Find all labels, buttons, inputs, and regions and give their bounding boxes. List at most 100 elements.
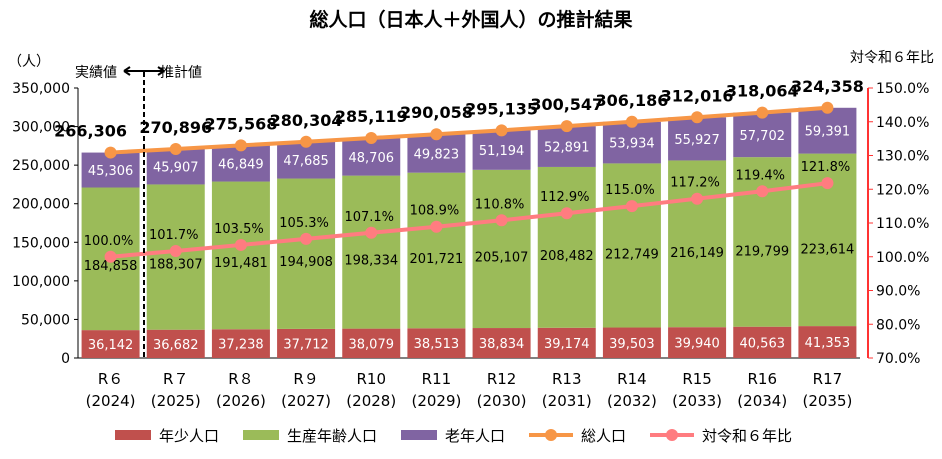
bar-segment-label: 55,927 xyxy=(674,133,720,148)
category-label: R８ xyxy=(228,370,253,388)
ratio-label: 103.5% xyxy=(214,222,264,237)
bar-segment-label: 39,503 xyxy=(609,337,655,352)
bar-segment-2 xyxy=(342,175,401,329)
bar-segment-2 xyxy=(602,163,661,328)
category-year: (2033) xyxy=(672,392,722,410)
y2-tick-label: 140.0% xyxy=(876,115,929,131)
bar-segment-label: 57,702 xyxy=(740,129,786,144)
y2-tick-label: 120.0% xyxy=(876,182,929,198)
total-label: 280,304 xyxy=(270,111,343,130)
total-point xyxy=(821,101,834,114)
y-tick-label: 50,000 xyxy=(21,312,70,328)
bar-segment-1 xyxy=(668,327,727,358)
chart-title: 総人口（日本人＋外国人）の推計結果 xyxy=(309,8,632,31)
bar-segment-1 xyxy=(81,330,140,358)
total-label: 270,896 xyxy=(139,118,212,137)
category-year: (2035) xyxy=(802,392,852,410)
ratio-label: 100.0% xyxy=(84,234,134,249)
bar-segment-3 xyxy=(537,126,596,167)
y2-tick-label: 100.0% xyxy=(876,250,929,266)
ratio-point xyxy=(234,238,247,251)
ratio-point xyxy=(300,232,313,245)
ratio-point xyxy=(560,207,573,220)
ratio-label: 108.9% xyxy=(410,204,460,219)
bar-segment-1 xyxy=(537,327,596,358)
total-label: 275,568 xyxy=(204,114,277,133)
y2-tick-label: 130.0% xyxy=(876,149,929,165)
bar-segment-2 xyxy=(146,184,205,330)
bar-segment-label: 198,334 xyxy=(344,253,398,268)
legend-marker xyxy=(666,429,678,441)
total-point xyxy=(300,135,313,148)
ratio-point xyxy=(104,250,117,263)
bar-segment-1 xyxy=(733,326,792,358)
bar-segment-label: 46,849 xyxy=(218,157,264,172)
y-tick-label: 200,000 xyxy=(12,197,70,213)
total-point xyxy=(169,143,182,156)
total-point xyxy=(365,132,378,145)
bar-segment-2 xyxy=(472,169,531,329)
ratio-label: 107.1% xyxy=(344,210,394,225)
total-point xyxy=(234,139,247,152)
bar-segment-2 xyxy=(537,166,596,328)
left-axis: 0 50,000 100,000 150,000 200,000 250,000 300,0… xyxy=(12,81,860,367)
category-label: R16 xyxy=(747,370,777,388)
y-tick-label: 350,000 xyxy=(12,81,70,97)
legend-label: 年少人口 xyxy=(159,427,219,445)
bar-segment-1 xyxy=(407,328,466,358)
category-year: (2029) xyxy=(411,392,461,410)
bar-segment-label: 201,721 xyxy=(410,252,464,267)
actual-estimate-divider: 実績値 推計値 xyxy=(75,65,202,358)
ratio-label: 110.8% xyxy=(475,197,525,212)
legend-label: 対令和６年比 xyxy=(702,427,792,445)
bar-segment-label: 53,934 xyxy=(609,137,655,152)
bar-segment-label: 208,482 xyxy=(540,249,594,264)
y-tick-label: 150,000 xyxy=(12,235,70,251)
ratio-point xyxy=(625,200,638,213)
bar-segment-label: 184,858 xyxy=(84,259,138,274)
bar-segment-label: 38,834 xyxy=(479,337,525,352)
legend-swatch xyxy=(401,430,437,440)
category-year: (2034) xyxy=(737,392,787,410)
bar-segment-label: 45,306 xyxy=(88,164,134,179)
bar-segment-3 xyxy=(277,141,336,179)
category-label: R６ xyxy=(98,370,123,388)
total-point xyxy=(104,146,117,159)
bar-segment-label: 51,194 xyxy=(479,144,525,159)
ratio-point xyxy=(430,220,443,233)
y2-tick-label: 150.0% xyxy=(876,81,929,97)
total-point xyxy=(691,111,704,124)
category-year: (2030) xyxy=(477,392,527,410)
total-label: 290,058 xyxy=(400,103,473,122)
total-line xyxy=(110,105,828,155)
bar-segment-label: 37,712 xyxy=(283,337,329,352)
bar-segment-label: 205,107 xyxy=(475,251,529,266)
total-point xyxy=(560,120,573,133)
bar-segment-label: 212,749 xyxy=(605,248,659,263)
bar-segment-label: 40,563 xyxy=(740,336,786,351)
y-tick-label: 0 xyxy=(61,351,70,367)
total-label: 324,358 xyxy=(791,77,864,96)
ratio-label: 117.2% xyxy=(670,176,720,191)
bar-segment-3 xyxy=(342,138,401,176)
bar-segment-3 xyxy=(798,107,857,154)
category-year: (2026) xyxy=(216,392,266,410)
bar-segment-label: 188,307 xyxy=(149,258,203,273)
lines: 100.0% 101.7% 103.5% 105.3% 107.1% 108.9% 110.… xyxy=(54,77,864,263)
ratio-label: 101.7% xyxy=(149,228,199,243)
category-year: (2025) xyxy=(151,392,201,410)
y2-tick-label: 80.0% xyxy=(876,317,920,333)
category-label: R９ xyxy=(293,370,318,388)
total-point xyxy=(495,124,508,137)
bar-segment-1 xyxy=(146,329,205,358)
y-axis-label: （人） xyxy=(8,54,50,70)
bar-segment-3 xyxy=(407,134,466,173)
category-year: (2028) xyxy=(346,392,396,410)
ratio-point xyxy=(495,214,508,227)
total-label: 295,135 xyxy=(465,99,538,118)
total-label: 312,016 xyxy=(661,86,734,105)
total-label: 306,186 xyxy=(595,91,668,110)
legend-swatch xyxy=(115,430,151,440)
bar-segment-label: 216,149 xyxy=(670,246,724,261)
ratio-label: 105.3% xyxy=(279,216,329,231)
